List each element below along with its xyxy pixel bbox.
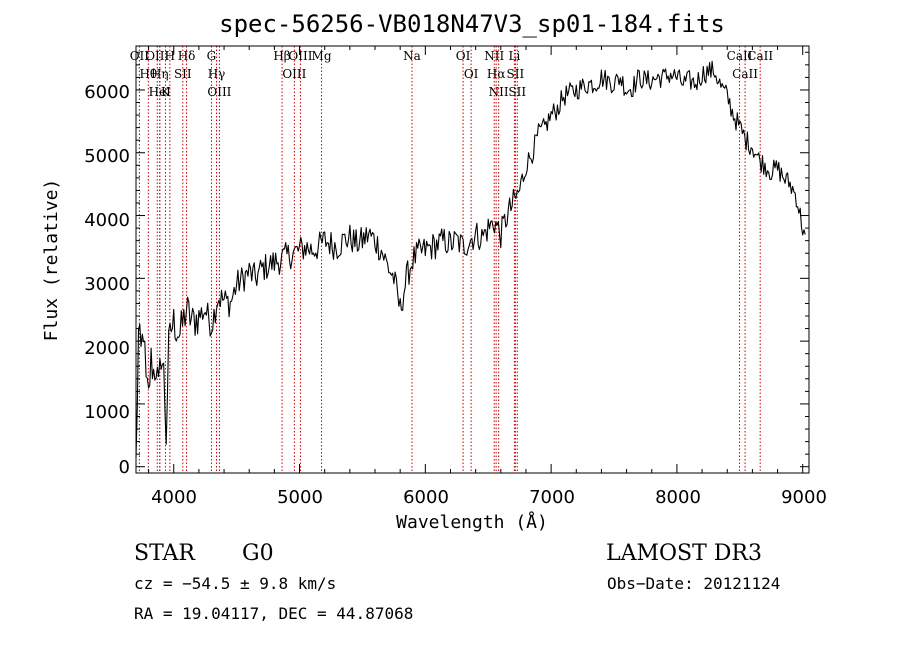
line-marker-label-11: OIII — [207, 85, 231, 99]
line-marker-label-6: H — [165, 49, 175, 63]
line-marker-label-12: Hβ — [273, 49, 290, 63]
y-tick-label-0: 0 — [119, 457, 130, 478]
y-tick-label-5000: 5000 — [84, 146, 130, 167]
line-marker-label-26: CaII — [732, 67, 758, 81]
line-marker-label-24: SII — [508, 85, 526, 99]
line-marker-label-14: OIII — [288, 49, 312, 63]
line-marker-label-5: K — [161, 85, 171, 99]
y-tick-label-2000: 2000 — [84, 338, 130, 359]
plot-frame — [135, 45, 810, 474]
y-tick-label-6000: 6000 — [84, 82, 130, 103]
line-marker-label-9: G — [207, 49, 217, 63]
line-marker-label-7: SII — [174, 67, 192, 81]
line-marker-label-23: SII — [507, 67, 525, 81]
x-axis-ticks — [148, 46, 804, 473]
line-marker-label-1: Hθ — [139, 67, 157, 81]
spectral-line-markers — [138, 46, 761, 473]
x-tick-label-6000: 6000 — [403, 487, 449, 508]
line-marker-label-19: NII — [484, 49, 504, 63]
object-subclass: G0 — [242, 541, 274, 566]
x-axis-label: Wavelength (Å) — [396, 511, 548, 533]
line-marker-label-2: OIII — [145, 49, 169, 63]
line-marker-label-10: Hγ — [208, 67, 226, 81]
x-tick-label-7000: 7000 — [529, 487, 575, 508]
y-axis-ticks — [136, 51, 809, 468]
line-marker-label-21: NII — [489, 85, 509, 99]
object-class: STAR — [134, 541, 196, 566]
coordinates-text: RA = 19.04117, DEC = 44.87068 — [134, 604, 413, 623]
obs-date-text: Obs−Date: 20121124 — [607, 574, 780, 593]
line-marker-label-3: HeI — [149, 85, 172, 99]
line-marker-label-16: Na — [403, 49, 421, 63]
x-tick-label-5000: 5000 — [277, 487, 323, 508]
flux-series-line — [135, 60, 806, 458]
line-marker-label-17: OI — [456, 49, 471, 63]
line-marker-label-4: Hη — [151, 67, 169, 81]
line-marker-label-22: Li — [508, 49, 520, 63]
x-tick-label-4000: 4000 — [151, 487, 197, 508]
chart-title: spec-56256-VB018N47V3_sp01-184.fits — [219, 10, 725, 38]
survey-name: LAMOST DR3 — [606, 541, 762, 566]
line-marker-label-15: Mg — [312, 49, 332, 63]
line-marker-label-27: CaII — [747, 49, 773, 63]
line-marker-label-13: OIII — [282, 67, 306, 81]
y-axis-label: Flux (relative) — [41, 179, 62, 342]
redshift-text: cz = −54.5 ± 9.8 km/s — [134, 574, 336, 593]
y-tick-label-3000: 3000 — [84, 274, 130, 295]
line-marker-label-8: Hδ — [178, 49, 196, 63]
line-marker-label-25: CaII — [727, 49, 753, 63]
y-tick-label-4000: 4000 — [84, 210, 130, 231]
x-tick-label-8000: 8000 — [655, 487, 701, 508]
y-tick-label-1000: 1000 — [84, 402, 130, 423]
line-marker-label-20: Hα — [487, 67, 506, 81]
line-marker-label-0: OII — [130, 49, 150, 63]
line-marker-label-18: OI — [464, 67, 479, 81]
x-tick-label-9000: 9000 — [781, 487, 827, 508]
